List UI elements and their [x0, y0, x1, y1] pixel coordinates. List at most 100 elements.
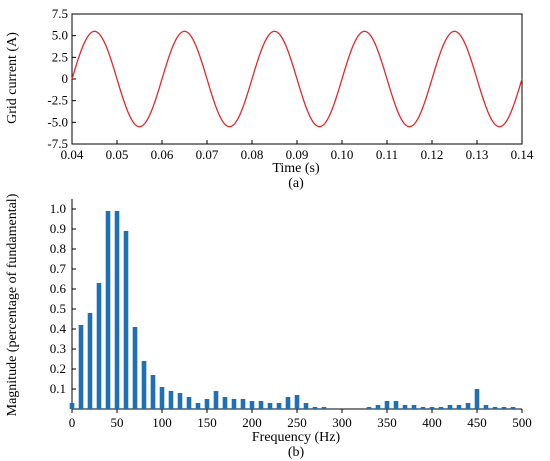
chart-b-x-tick-label: 0	[69, 415, 76, 430]
chart-b-bar	[429, 407, 435, 409]
chart-b-bar	[474, 389, 480, 409]
chart-b-bar	[87, 313, 93, 409]
chart-a-y-tick-label: 5.0	[52, 28, 68, 43]
chart-b-bar	[465, 403, 471, 409]
chart-b-y-tick-label: 0.8	[50, 241, 66, 256]
chart-b-bar	[258, 401, 264, 409]
chart-b-bar	[501, 407, 507, 409]
chart-b-bar	[375, 405, 381, 409]
chart-a-y-tick-label: -5.0	[47, 114, 68, 129]
chart-b-bar	[69, 403, 75, 409]
chart-b-axes	[71, 199, 522, 410]
chart-b-y-tick-label: 0.9	[50, 221, 66, 236]
chart-b-bar	[420, 407, 426, 409]
chart-b-bar	[483, 405, 489, 409]
chart-a-x-tick-label: 0.14	[511, 147, 534, 162]
chart-b-x-tick-label: 50	[111, 415, 124, 430]
chart-a-x-tick-label: 0.10	[331, 147, 354, 162]
chart-b-y-axis-label: Magnitude (percentage of fundamental)	[5, 193, 20, 416]
chart-b-y-tick-label: 0.1	[50, 381, 66, 396]
chart-b-bar	[96, 283, 102, 409]
chart-b-bar	[150, 375, 156, 409]
chart-b-x-tick-label: 150	[197, 415, 217, 430]
chart-b-bar	[159, 387, 165, 409]
chart-b-y-tick-label: 0.5	[50, 301, 66, 316]
chart-b-y-tick-label: 0.3	[50, 341, 66, 356]
chart-b-bar	[438, 407, 444, 409]
chart-a-series	[71, 30, 523, 128]
chart-b-bar	[456, 405, 462, 409]
chart-b-bar	[240, 399, 246, 409]
chart-b-x-tick-label: 450	[467, 415, 487, 430]
chart-b-x-tick-label: 200	[242, 415, 262, 430]
chart-a-x-ticks: 0.04 0.05 0.06 0.07 0.08 0.09 0.10 0.11 0.12 0.13…	[61, 140, 534, 162]
chart-b-bar	[141, 361, 147, 409]
chart-b-bar	[123, 231, 129, 409]
chart-a-caption: (a)	[288, 176, 304, 191]
chart-a-x-axis-label: Time (s)	[272, 161, 320, 176]
chart-b-bar	[168, 391, 174, 409]
chart-b-bar	[447, 405, 453, 409]
chart-b-bar	[492, 407, 498, 409]
chart-a-x-tick-label: 0.07	[196, 147, 219, 162]
chart-b-x-ticks: 0 50 100 150 200 250 300 350 400 450 500	[69, 409, 532, 430]
chart-a-x-tick-label: 0.08	[241, 147, 264, 162]
chart-b-bar	[222, 397, 228, 409]
chart-b-bar	[285, 397, 291, 409]
chart-b-y-tick-label: 0.7	[50, 261, 67, 276]
chart-b-x-tick-label: 400	[422, 415, 442, 430]
chart-b-bar	[510, 407, 516, 409]
chart-b-bar	[204, 399, 210, 409]
chart-b-bar	[195, 403, 201, 409]
chart-b-y-tick-label: 1.0	[50, 201, 66, 216]
chart-b-bar	[213, 391, 219, 409]
chart-b-y-tick-label: 0.2	[50, 361, 66, 376]
chart-a-grid-current: 0.04 0.05 0.06 0.07 0.08 0.09 0.10 0.11 0.12 0.13…	[5, 6, 534, 191]
chart-a-y-tick-label: -2.5	[47, 93, 68, 108]
chart-a-x-tick-label: 0.04	[61, 147, 84, 162]
chart-b-bar	[231, 399, 237, 409]
chart-a-y-tick-label: 0	[62, 71, 69, 86]
chart-a-y-tick-label: -7.5	[47, 136, 68, 151]
chart-b-bar	[276, 403, 282, 409]
chart-b-y-tick-label: 0.6	[50, 281, 67, 296]
chart-a-x-tick-label: 0.09	[286, 147, 309, 162]
chart-b-bar	[393, 401, 399, 409]
chart-a-x-tick-label: 0.12	[421, 147, 444, 162]
chart-b-bar	[303, 403, 309, 409]
chart-a-x-tick-label: 0.11	[376, 147, 398, 162]
chart-b-bar	[321, 407, 327, 409]
chart-b-bar	[384, 401, 390, 409]
chart-a-y-tick-label: 2.5	[52, 49, 68, 64]
chart-b-y-tick-label: 0.4	[50, 321, 67, 336]
chart-b-x-tick-label: 350	[377, 415, 397, 430]
chart-a-y-axis-label: Grid current (A)	[5, 32, 20, 124]
chart-a-x-tick-label: 0.13	[466, 147, 489, 162]
chart-b-bars	[69, 211, 516, 409]
chart-b-x-axis-label: Frequency (Hz)	[252, 430, 341, 445]
chart-a-x-tick-label: 0.05	[106, 147, 129, 162]
chart-b-y-ticks: 1.0 0.9 0.8 0.7 0.6 0.5 0.4 0.3 0.2 0.1	[50, 201, 76, 396]
chart-b-bar	[402, 405, 408, 409]
chart-b-bar	[294, 395, 300, 409]
chart-b-x-tick-label: 100	[152, 415, 172, 430]
chart-b-caption: (b)	[288, 445, 305, 460]
chart-b-bar	[249, 401, 255, 409]
chart-b-bar	[312, 407, 318, 409]
chart-a-y-tick-label: 7.5	[52, 6, 68, 21]
chart-b-bar	[105, 211, 111, 409]
chart-b-bar	[132, 327, 138, 409]
chart-b-x-tick-label: 250	[287, 415, 307, 430]
chart-b-harmonic-spectrum: 0 50 100 150 200 250 300 350 400 450 500 1.0 0.9 0.8…	[5, 193, 532, 460]
chart-a-series-line-0	[71, 30, 523, 128]
chart-b-bar	[186, 397, 192, 409]
chart-a-y-ticks: 7.5 5.0 2.5 0 -2.5 -5.0 -7.5	[47, 6, 76, 151]
chart-b-bar	[267, 403, 273, 409]
chart-b-bar	[78, 325, 84, 409]
chart-b-bar	[411, 405, 417, 409]
chart-b-bar	[177, 393, 183, 409]
chart-b-bar	[366, 407, 372, 409]
chart-b-x-tick-label: 300	[332, 415, 352, 430]
chart-a-x-tick-label: 0.06	[151, 147, 174, 162]
